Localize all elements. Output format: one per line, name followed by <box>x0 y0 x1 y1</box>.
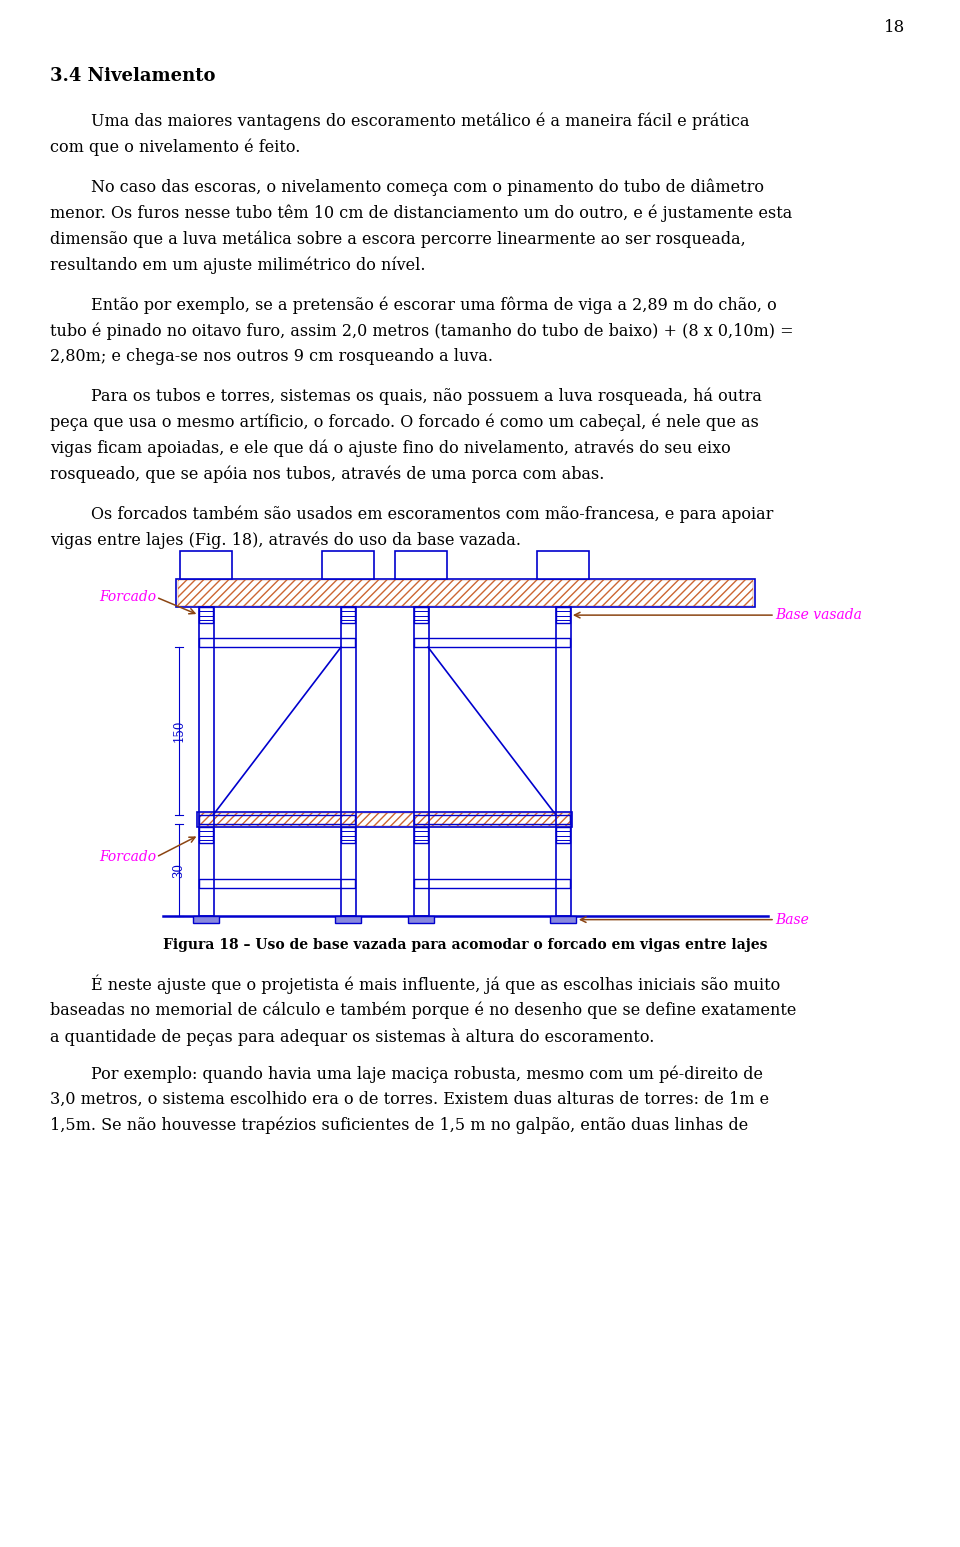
Text: 3.4 Nivelamento: 3.4 Nivelamento <box>50 67 215 85</box>
Bar <box>178 580 753 606</box>
Bar <box>395 551 447 579</box>
Text: Então por exemplo, se a pretensão é escorar uma fôrma de viga a 2,89 m do chão, : Então por exemplo, se a pretensão é esco… <box>50 295 794 365</box>
Text: 150: 150 <box>173 719 185 743</box>
Bar <box>180 551 232 579</box>
Text: Por exemplo: quando havia uma laje maciça robusta, mesmo com um pé-direito de
3,: Por exemplo: quando havia uma laje maciç… <box>50 1066 769 1134</box>
Text: Base vasada: Base vasada <box>775 608 862 622</box>
Bar <box>341 606 355 623</box>
Text: 18: 18 <box>884 19 905 36</box>
Bar <box>556 606 571 916</box>
Text: Figura 18 – Uso de base vazada para acomodar o forcado em vigas entre lajes: Figura 18 – Uso de base vazada para acom… <box>163 937 768 951</box>
Text: Para os tubos e torres, sistemas os quais, não possuem a luva rosqueada, há outr: Para os tubos e torres, sistemas os quai… <box>50 388 762 483</box>
Bar <box>414 815 570 825</box>
Bar <box>197 812 572 828</box>
Bar <box>176 579 755 606</box>
Text: Forcado: Forcado <box>99 851 156 865</box>
Text: 30: 30 <box>173 863 185 877</box>
Bar <box>550 916 576 924</box>
Text: Uma das maiores vantagens do escoramento metálico é a maneira fácil e prática
co: Uma das maiores vantagens do escoramento… <box>50 113 750 156</box>
Bar <box>414 879 570 888</box>
Text: No caso das escoras, o nivelamento começa com o pinamento do tubo de diâmetro
me: No caso das escoras, o nivelamento começ… <box>50 179 792 274</box>
Bar <box>199 606 213 623</box>
Bar <box>322 551 374 579</box>
Bar <box>199 606 214 916</box>
Bar <box>414 606 428 623</box>
Bar <box>199 828 213 843</box>
Bar <box>408 916 434 924</box>
Bar <box>199 637 355 647</box>
Bar <box>199 814 570 826</box>
Bar <box>199 879 355 888</box>
Text: Forcado: Forcado <box>99 589 156 605</box>
Text: Os forcados também são usados em escoramentos com mão-francesa, e para apoiar
vi: Os forcados também são usados em escoram… <box>50 506 774 549</box>
Text: É neste ajuste que o projetista é mais influente, já que as escolhas iniciais sã: É neste ajuste que o projetista é mais i… <box>50 975 797 1046</box>
Bar <box>341 606 356 916</box>
Bar <box>537 551 589 579</box>
Bar <box>199 815 355 825</box>
Bar <box>414 828 428 843</box>
Text: Base: Base <box>775 913 809 927</box>
Bar <box>556 606 570 623</box>
Bar <box>414 606 429 916</box>
Bar <box>414 637 570 647</box>
Bar <box>335 916 361 924</box>
Bar <box>193 916 219 924</box>
Bar <box>556 828 570 843</box>
Bar <box>341 828 355 843</box>
